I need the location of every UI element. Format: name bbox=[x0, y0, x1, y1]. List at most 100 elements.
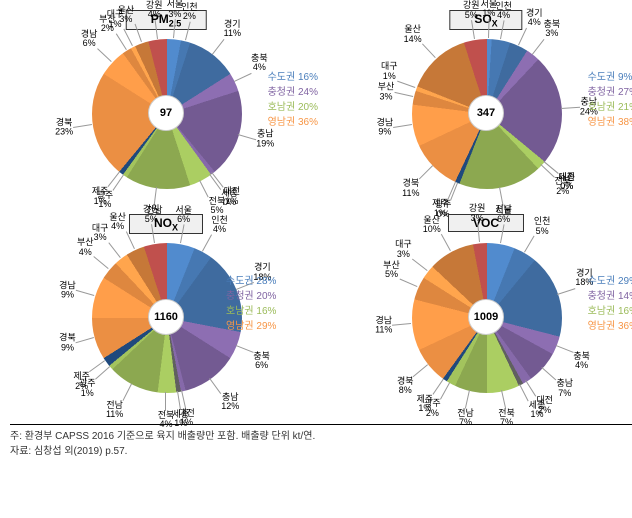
chart-title: NOX bbox=[129, 214, 203, 234]
leader-line bbox=[165, 392, 166, 411]
leader-line bbox=[108, 242, 120, 258]
leader-line bbox=[519, 384, 529, 401]
leader-line bbox=[212, 39, 224, 55]
pie-wrap: 347서울1%인천4%경기4%충북3%충남24%대전0%세종0%전북2%전남18… bbox=[411, 38, 561, 188]
leader-line bbox=[116, 33, 127, 50]
slice-label: 울산3% bbox=[118, 6, 135, 25]
slice-label: 인천4% bbox=[495, 2, 512, 21]
leader-line bbox=[419, 165, 433, 179]
region-legend-row: 충청권 24% bbox=[268, 85, 318, 100]
leader-line bbox=[392, 323, 411, 326]
leader-line bbox=[440, 382, 450, 399]
slice-label: 전북7% bbox=[498, 409, 515, 428]
slice-label: 제주1% bbox=[92, 187, 109, 206]
region-legend-row: 호남권 16% bbox=[226, 304, 276, 319]
slice-label: 대구3% bbox=[92, 224, 109, 243]
slice-label: 전북5% bbox=[209, 197, 226, 216]
region-legend-row: 영남권 29% bbox=[226, 319, 276, 334]
slice-label: 전남7% bbox=[457, 409, 474, 428]
leader-line bbox=[400, 279, 418, 287]
slice-label: 충북4% bbox=[251, 54, 268, 73]
region-legend-row: 호남권 20% bbox=[268, 100, 318, 115]
region-legend-row: 호남권 21% bbox=[588, 100, 632, 115]
leader-line bbox=[199, 180, 209, 197]
slice-label: 서울6% bbox=[495, 206, 512, 225]
footnote-note: 주: 환경부 CAPSS 2016 기준으로 육지 배출량만 포함. 배출량 단… bbox=[10, 429, 632, 444]
slice-label: 충북4% bbox=[573, 352, 590, 371]
region-legend-row: 충청권 20% bbox=[226, 289, 276, 304]
region-legend: 수도권 29%충청권 14%호남권 16%영남권 36% bbox=[588, 274, 632, 334]
slice-label: 울산4% bbox=[109, 213, 126, 232]
region-legend-row: 수도권 16% bbox=[268, 70, 318, 85]
slice-label: 제주2% bbox=[73, 372, 90, 391]
slice-label: 인천5% bbox=[534, 217, 551, 236]
slice-label: 전북2% bbox=[555, 177, 572, 196]
region-legend-row: 영남권 36% bbox=[268, 115, 318, 130]
leader-line bbox=[398, 80, 416, 87]
region-legend-row: 호남권 16% bbox=[588, 304, 632, 319]
pie-wrap: 1160서울6%인천4%경기18%충북6%충남12%대전1%세종1%전북4%전남… bbox=[91, 242, 241, 392]
leader-line bbox=[499, 187, 504, 206]
slice-label: 경북23% bbox=[55, 118, 73, 137]
leader-line bbox=[94, 256, 109, 269]
leader-line bbox=[540, 164, 555, 178]
leader-line bbox=[76, 290, 95, 296]
slice-label: 울산14% bbox=[404, 26, 422, 45]
leader-line bbox=[465, 390, 470, 409]
chart-347: SOX347서울1%인천4%경기4%충북3%충남24%대전0%세종0%전북2%전… bbox=[330, 10, 632, 210]
leader-line bbox=[75, 337, 94, 343]
region-legend: 수도권 9%충청권 27%호남권 21%영남권 38% bbox=[588, 70, 632, 130]
slice-label: 경기4% bbox=[526, 9, 543, 28]
leader-line bbox=[209, 378, 221, 394]
leader-line bbox=[432, 378, 444, 394]
chart-1160: NOX 1160서울6%인천4%경기18%충북6%충남12%대전1%세종1%전북4… bbox=[10, 214, 322, 414]
pie-wrap: 97서울3%인천2%경기11%충북4%충남19%대전1%세종0%전북5%전남14… bbox=[91, 38, 241, 188]
slice-label: 충남19% bbox=[256, 130, 274, 149]
pie-center-value: 1160 bbox=[148, 299, 184, 335]
slice-label: 경북8% bbox=[397, 377, 414, 396]
slice-label: 충남7% bbox=[557, 379, 574, 398]
footnote-source: 자료: 심창섭 외(2019) p.57. bbox=[10, 444, 632, 459]
chart-97: PM2.597서울3%인천2%경기11%충북4%충남19%대전1%세종0%전북5… bbox=[10, 10, 322, 210]
chart-title: VOC bbox=[448, 214, 524, 232]
leader-line bbox=[542, 367, 557, 380]
leader-line bbox=[393, 124, 412, 128]
slice-label: 세종1% bbox=[172, 410, 189, 429]
slice-label: 강원3% bbox=[469, 205, 486, 224]
slice-label: 대구3% bbox=[395, 241, 412, 260]
pie-center-value: 347 bbox=[468, 95, 504, 131]
leader-line bbox=[441, 234, 451, 251]
slice-label: 경북9% bbox=[59, 334, 76, 353]
slice-label: 경남11% bbox=[375, 316, 392, 335]
slice-label: 경남6% bbox=[81, 30, 98, 49]
pie-wrap: 1009서울6%인천5%경기18%충북4%충남7%대전2%세종1%전북7%전남7… bbox=[411, 242, 561, 392]
leader-line bbox=[95, 366, 110, 379]
slice-label: 전북4% bbox=[158, 411, 175, 430]
region-legend-row: 수도권 28% bbox=[226, 274, 276, 289]
leader-line bbox=[123, 29, 133, 46]
region-legend-row: 영남권 36% bbox=[588, 319, 632, 334]
slice-label: 강원4% bbox=[146, 1, 163, 20]
slice-label: 경북11% bbox=[402, 179, 419, 198]
chart-1009: VOC 1009서울6%인천5%경기18%충북4%충남7%대전2%세종1%전북7%… bbox=[330, 214, 632, 414]
leader-line bbox=[518, 28, 527, 46]
footnotes: 주: 환경부 CAPSS 2016 기준으로 육지 배출량만 포함. 배출량 단… bbox=[10, 424, 632, 459]
slice-label: 강원5% bbox=[463, 1, 480, 20]
slice-label: 부산3% bbox=[378, 83, 395, 102]
region-legend-row: 충청권 27% bbox=[588, 85, 632, 100]
leader-line bbox=[234, 73, 252, 82]
region-legend: 수도권 28%충청권 20%호남권 16%영남권 29% bbox=[226, 274, 276, 334]
leader-line bbox=[122, 383, 132, 400]
leader-line bbox=[501, 390, 506, 409]
leader-line bbox=[73, 124, 92, 128]
leader-line bbox=[532, 39, 544, 55]
leader-line bbox=[524, 236, 535, 253]
leader-line bbox=[413, 364, 428, 377]
slice-label: 충남12% bbox=[221, 393, 239, 412]
leader-line bbox=[555, 345, 573, 353]
leader-line bbox=[238, 134, 257, 140]
slice-label: 충북3% bbox=[544, 20, 561, 39]
slice-label: 부산5% bbox=[383, 261, 400, 280]
leader-line bbox=[394, 92, 413, 97]
slice-label: 서울6% bbox=[175, 206, 192, 225]
